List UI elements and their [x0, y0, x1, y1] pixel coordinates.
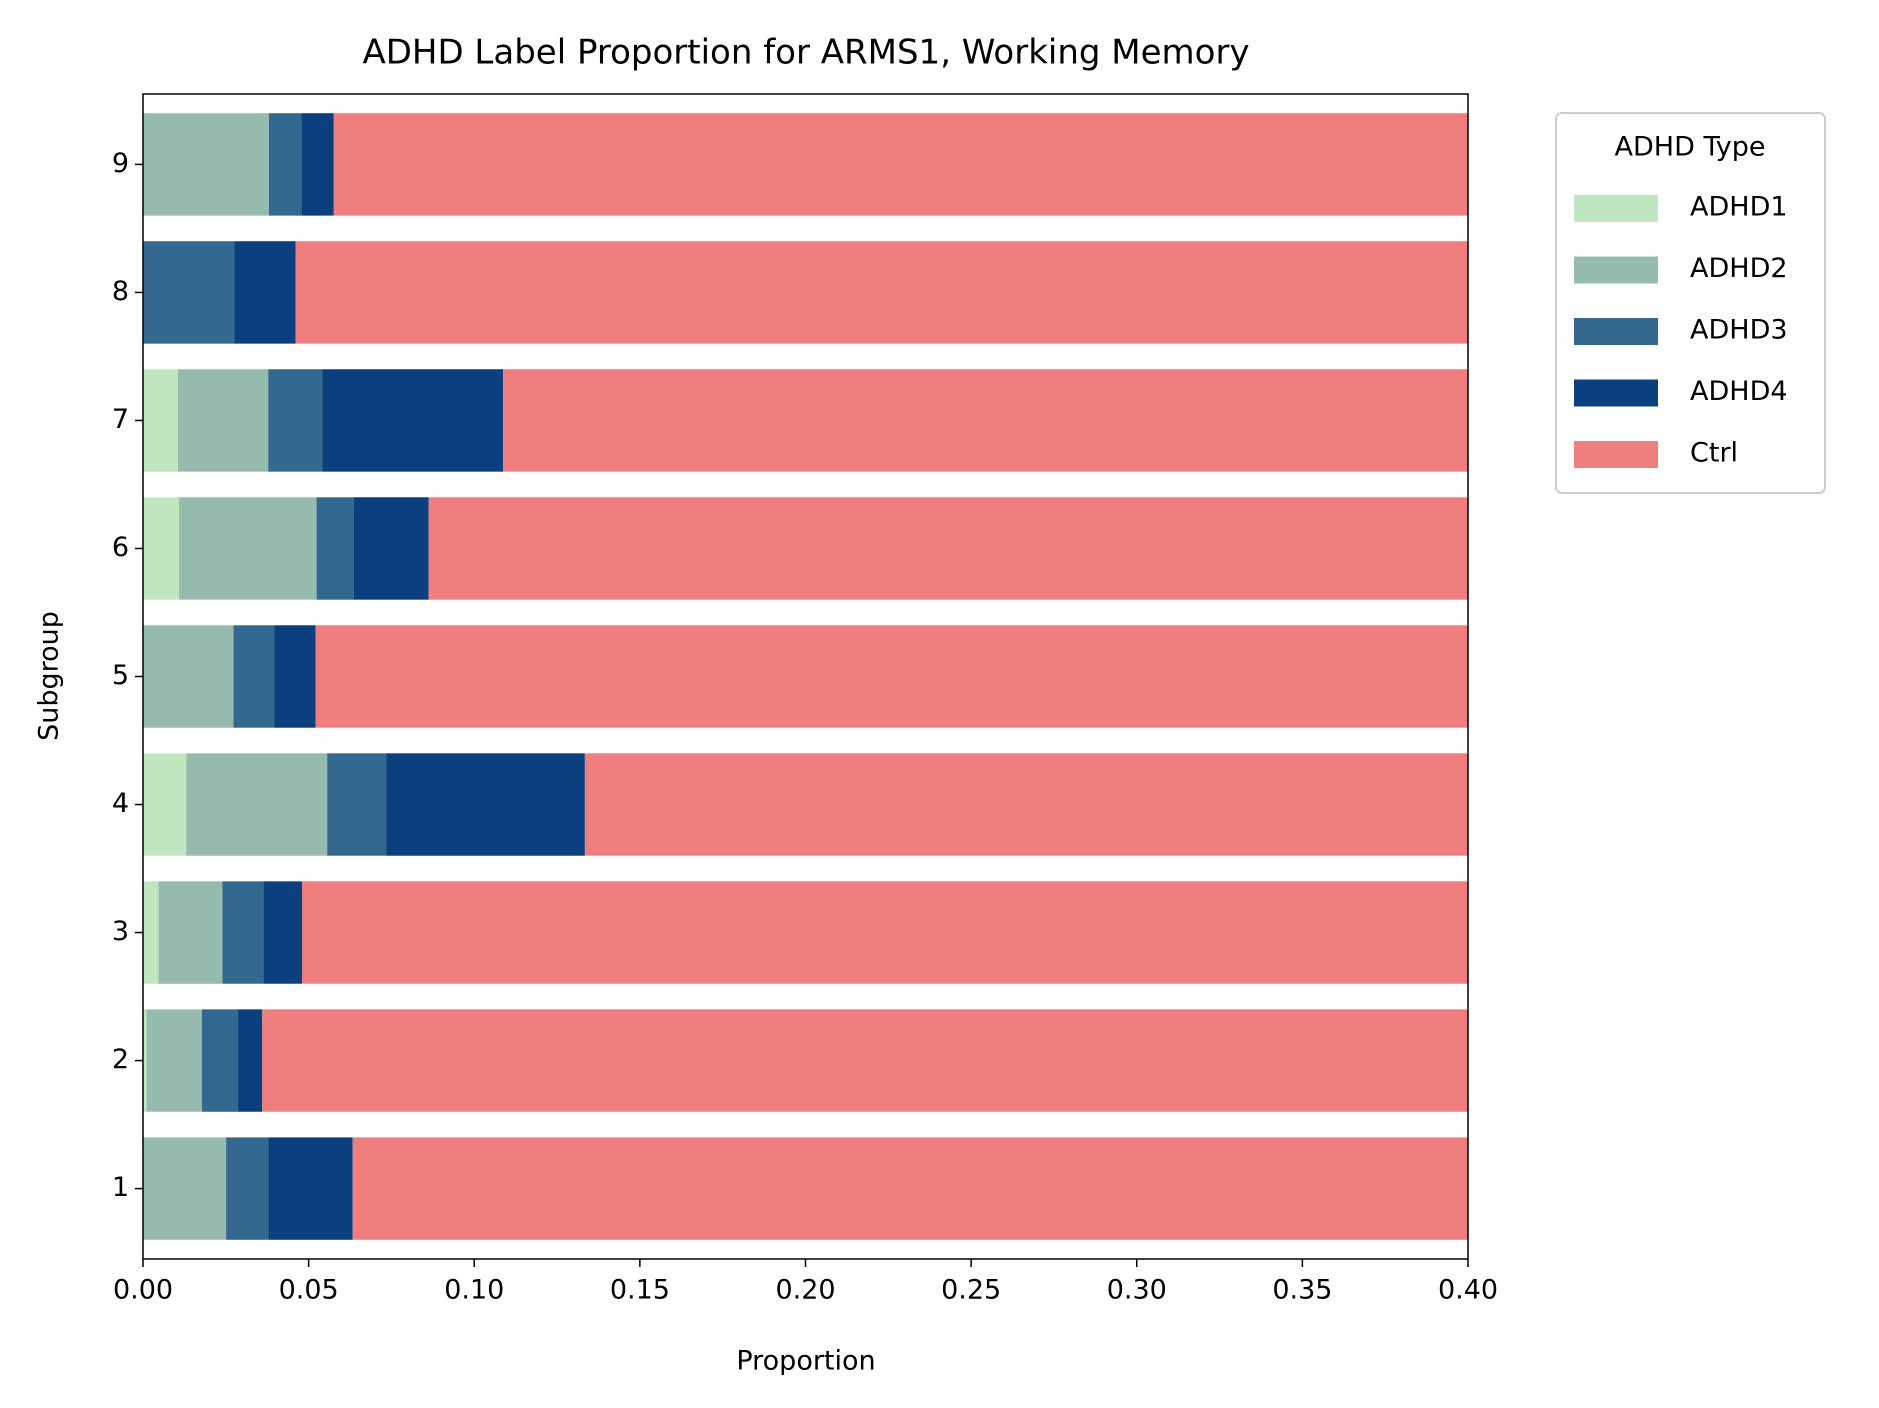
- bar-segment: [301, 113, 334, 216]
- bar-segment: [315, 625, 1468, 728]
- bar-segment: [268, 1137, 353, 1240]
- bar-segment: [226, 1137, 269, 1240]
- bar-segment: [143, 753, 187, 856]
- bar-segment: [354, 497, 429, 600]
- y-axis-label: Subgroup: [34, 611, 65, 741]
- legend-box: [1555, 112, 1826, 494]
- bar-segment: [274, 625, 316, 728]
- legend-swatch: [1574, 195, 1658, 222]
- bar-segment: [233, 625, 275, 728]
- bar-segment: [143, 625, 234, 728]
- y-tick-label: 8: [112, 276, 129, 307]
- bar-segment: [352, 1137, 1468, 1240]
- bar-segment: [143, 497, 180, 600]
- legend-label: ADHD1: [1690, 192, 1788, 223]
- y-tick-label: 1: [112, 1172, 129, 1203]
- bar-segment: [143, 113, 269, 216]
- bar-segment: [428, 497, 1468, 600]
- bar-segment: [322, 369, 504, 472]
- y-tick-label: 3: [112, 916, 129, 947]
- y-tick-label: 7: [112, 404, 129, 435]
- legend-swatch: [1574, 318, 1658, 345]
- x-tick-label: 0.20: [775, 1275, 835, 1306]
- bar-segment: [186, 753, 328, 856]
- bar-segment: [143, 881, 159, 984]
- bar-segment: [268, 113, 302, 216]
- bar-segment: [222, 881, 264, 984]
- bar-segment: [234, 241, 296, 344]
- bar-segment: [179, 497, 317, 600]
- y-tick-label: 6: [112, 532, 129, 563]
- bar-segment: [316, 497, 355, 600]
- legend-swatch: [1574, 379, 1658, 407]
- x-tick-label: 0.30: [1107, 1275, 1167, 1306]
- y-tick-label: 9: [112, 148, 129, 179]
- bar-segment: [503, 369, 1468, 472]
- x-tick-label: 0.25: [941, 1275, 1001, 1306]
- x-tick-label: 0.15: [610, 1275, 670, 1306]
- bar-segment: [177, 369, 269, 472]
- bar-segment: [146, 1009, 202, 1112]
- legend-label: Ctrl: [1690, 438, 1738, 469]
- legend-swatch: [1574, 256, 1658, 284]
- bar-segment: [143, 1009, 147, 1112]
- bar-segment: [143, 369, 178, 472]
- y-tick-label: 5: [112, 660, 129, 691]
- x-tick-label: 0.35: [1272, 1275, 1332, 1306]
- bar-segment: [263, 881, 302, 984]
- bar-segment: [584, 753, 1468, 856]
- bar-segment: [201, 1009, 239, 1112]
- bar-segment: [333, 113, 1468, 216]
- x-axis-label: Proportion: [736, 1346, 875, 1377]
- x-tick-label: 0.40: [1438, 1275, 1498, 1306]
- legend-label: ADHD2: [1690, 253, 1788, 284]
- bar-segment: [143, 241, 235, 344]
- bar-segment: [158, 881, 223, 984]
- bar-segment: [327, 753, 387, 856]
- legend-title: ADHD Type: [1615, 132, 1766, 163]
- chart-title: ADHD Label Proportion for ARMS1, Working…: [362, 33, 1249, 73]
- bar-segment: [262, 1009, 1468, 1112]
- bar-segment: [238, 1009, 263, 1112]
- y-tick-label: 2: [112, 1044, 129, 1075]
- x-tick-label: 0.10: [444, 1275, 504, 1306]
- bar-segment: [295, 241, 1468, 344]
- bar-segment: [143, 1137, 227, 1240]
- y-tick-label: 4: [112, 788, 129, 819]
- legend-label: ADHD3: [1690, 315, 1788, 346]
- plot-area: [143, 113, 1468, 1240]
- legend-swatch: [1574, 441, 1658, 468]
- bar-segment: [268, 369, 323, 472]
- legend-label: ADHD4: [1690, 376, 1788, 407]
- bar-segment: [386, 753, 585, 856]
- x-tick-label: 0.00: [113, 1275, 173, 1306]
- bar-segment: [302, 881, 1468, 984]
- x-tick-label: 0.05: [279, 1275, 339, 1306]
